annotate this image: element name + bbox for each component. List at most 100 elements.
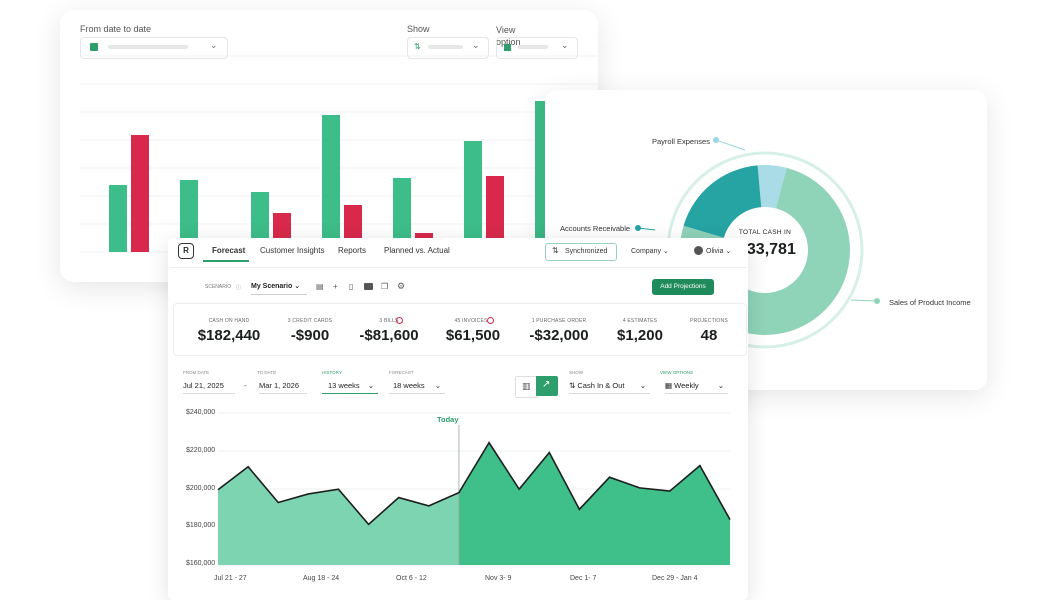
bar-inflow xyxy=(393,178,411,252)
sales-dot xyxy=(874,298,880,304)
show-label: SHOW xyxy=(569,370,583,375)
metric-value: -$32,000 xyxy=(529,327,589,344)
metric-value: -$81,600 xyxy=(359,327,419,344)
bar-chart-icon: ▥ xyxy=(522,381,531,391)
scenario-label: SCENARIO xyxy=(205,284,232,290)
company-label: Company xyxy=(631,248,661,255)
calendar-icon: ▦ xyxy=(665,381,675,390)
donut-slice xyxy=(683,165,762,238)
to-date-input[interactable]: Mar 1, 2026 xyxy=(259,381,307,394)
metric-value: 48 xyxy=(700,327,718,344)
line-chart-icon: ↗ xyxy=(542,379,551,390)
user-name: Olivia xyxy=(706,248,724,255)
divider xyxy=(170,267,746,268)
view-options-label: VIEW OPTIONS xyxy=(660,370,694,375)
trash-icon[interactable]: ▯ xyxy=(349,282,354,291)
camera-icon[interactable] xyxy=(364,283,373,290)
scenario-select[interactable]: My Scenario ⌄ xyxy=(251,282,307,295)
sales-income-label: Sales of Product Income xyxy=(889,298,971,307)
x-tick-label: Dec 1- 7 xyxy=(570,575,597,582)
alert-icon xyxy=(487,317,494,324)
copy-icon[interactable]: ❐ xyxy=(381,282,389,291)
chevron-down-icon: ⌄ xyxy=(561,40,569,50)
from-date-input[interactable]: Jul 21, 2025 xyxy=(183,381,235,394)
info-icon: ⓘ xyxy=(236,285,242,291)
tab-customer-insights[interactable]: Customer Insights xyxy=(260,246,325,255)
metric-label: 3 CREDIT CARDS xyxy=(287,318,333,324)
chevron-down-icon: ⌄ xyxy=(210,40,218,50)
sales-leader-line xyxy=(850,299,878,302)
metric-label: 45 INVOICES xyxy=(454,318,488,324)
history-label: HISTORY xyxy=(322,370,342,375)
range-dash: - xyxy=(244,381,247,390)
view-option-value xyxy=(518,45,548,49)
metric-label: 1 PURCHASE ORDER xyxy=(531,318,587,324)
history-area xyxy=(218,466,459,565)
metric-label: 4 ESTIMATES xyxy=(622,318,658,324)
company-select[interactable]: Company ⌄ xyxy=(631,248,669,255)
tab-forecast[interactable]: Forecast xyxy=(212,246,246,255)
metric-value: $61,500 xyxy=(445,327,501,344)
metric-label: CASH ON HAND xyxy=(208,318,250,324)
tab-planned-vs-actual[interactable]: Planned vs. Actual xyxy=(384,246,450,255)
forecast-select[interactable]: 18 weeks ⌄ xyxy=(389,381,445,394)
metric-label: 3 BILLS xyxy=(379,318,399,324)
from-date-label: FROM DATE xyxy=(183,370,210,375)
y-tick-label: $200,000 xyxy=(186,485,216,492)
show-value xyxy=(428,45,463,49)
sync-icon: ⇅ xyxy=(552,246,559,255)
y-tick-label: $220,000 xyxy=(186,447,216,454)
x-tick-label: Aug 18 - 24 xyxy=(303,575,340,582)
document-icon[interactable]: ▤ xyxy=(316,282,324,291)
date-range-select[interactable] xyxy=(80,37,228,59)
history-select[interactable]: 13 weeks ⌄ xyxy=(322,381,378,394)
payroll-expenses-label: Payroll Expenses xyxy=(652,137,710,146)
calendar-icon xyxy=(90,43,98,51)
gear-icon[interactable]: ⚙ xyxy=(397,281,406,291)
tab-reports[interactable]: Reports xyxy=(338,246,367,255)
view-option-select[interactable] xyxy=(496,37,578,59)
y-tick-label: $160,000 xyxy=(186,560,216,567)
forecast-label: FORECAST xyxy=(389,370,414,375)
metric-label: PROJECTIONS xyxy=(690,318,728,324)
synchronized-button[interactable]: ⇅ Synchronized xyxy=(545,243,617,261)
bar-inflow xyxy=(109,185,127,252)
chevron-down-icon: ⌄ xyxy=(367,381,374,390)
view-options-select[interactable]: ▦ Weekly ⌄ xyxy=(665,381,728,394)
metric-value: -$900 xyxy=(290,327,330,344)
ar-dot xyxy=(635,225,641,231)
metrics-bar xyxy=(173,303,747,356)
avatar[interactable] xyxy=(694,246,703,255)
plus-icon[interactable]: + xyxy=(333,282,338,291)
show-select[interactable] xyxy=(407,37,489,59)
x-tick-label: Oct 6 - 12 xyxy=(396,575,427,582)
date-range-value xyxy=(108,45,188,49)
show-select[interactable]: ⇅ Cash In & Out ⌄ xyxy=(569,381,650,394)
donut-slice xyxy=(757,165,787,209)
today-label: Today xyxy=(437,415,459,424)
payroll-leader-line xyxy=(715,139,746,151)
x-tick-label: Nov 3- 9 xyxy=(485,575,512,582)
total-cash-in-label: TOTAL CASH IN xyxy=(738,229,792,236)
swap-icon: ⇅ xyxy=(569,381,578,390)
line-view-toggle[interactable]: ↗ xyxy=(536,376,558,396)
total-cash-in-value: 533,781 xyxy=(738,241,796,258)
bar-inflow xyxy=(180,180,198,252)
payroll-dot xyxy=(713,137,719,143)
synchronized-label: Synchronized xyxy=(565,248,608,255)
show-label: Show xyxy=(407,24,430,34)
bar-outflow xyxy=(131,135,149,252)
chevron-down-icon: ⌄ xyxy=(472,40,480,50)
view-options-value: Weekly xyxy=(674,381,699,390)
add-projections-button[interactable]: Add Projections xyxy=(652,279,714,295)
grid-icon xyxy=(504,44,511,51)
bar-outflow xyxy=(486,176,504,252)
history-value: 13 weeks xyxy=(328,381,360,390)
chevron-down-icon: ⌄ xyxy=(639,381,646,390)
alert-icon xyxy=(396,317,403,324)
x-tick-label: Dec 29 - Jan 4 xyxy=(652,575,698,582)
bar-inflow xyxy=(251,192,269,252)
view-option-label: View option xyxy=(496,25,521,47)
user-menu[interactable]: Olivia ⌄ xyxy=(706,248,732,255)
